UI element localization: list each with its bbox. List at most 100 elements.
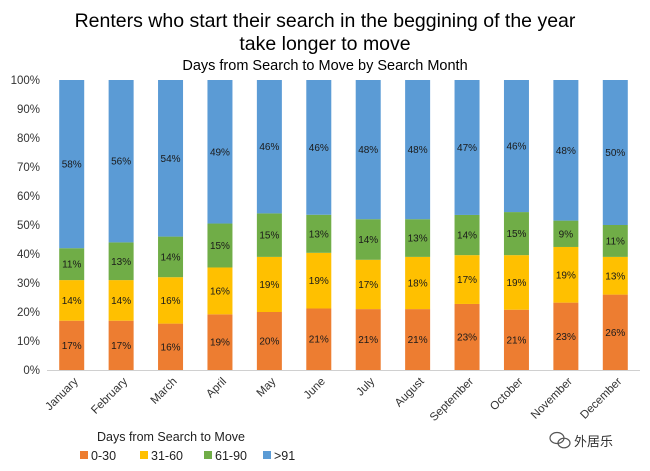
bar-segment [256,312,282,370]
data-label: 19% [259,280,279,291]
bar-segment [59,248,85,281]
bar-segment [207,80,233,224]
bar-segment [59,320,85,370]
bar-segment [503,255,529,310]
data-label: 19% [556,270,576,281]
bar-segment [503,212,529,256]
bar-segment [553,302,579,370]
bar-segment [602,225,628,257]
bar-segment [355,219,381,260]
legend-swatch [140,451,148,459]
data-label: 17% [111,341,131,352]
bar-segment [355,259,381,310]
legend: 0-30 31-60 61-90 >91 [80,449,295,463]
chart-title-line-1: Renters who start their search in the be… [75,10,576,32]
legend-swatch [204,451,212,459]
data-label: 50% [605,148,625,159]
data-label: 15% [259,231,279,242]
x-tick-label: July [354,375,377,398]
bar-stack: 26% 13% 11% 50% [602,80,628,370]
x-tick-label: November [529,376,575,422]
y-tick-label: 90% [17,104,40,116]
data-label: 18% [408,279,428,290]
data-label: 21% [408,335,428,346]
legend-swatch [263,451,271,459]
data-label: 20% [259,337,279,348]
data-label: 48% [556,146,576,157]
bar-segment [306,252,332,309]
legend-swatch [80,451,88,459]
bar-segment [553,80,579,221]
bar-segment [405,219,431,257]
y-tick-label: 70% [17,162,40,174]
bar-segment [355,309,381,370]
bar-stack: 23% 19% 9% 48% [553,80,579,370]
bar-segment [553,246,579,303]
bar-segment [602,256,628,295]
data-label: 14% [111,296,131,307]
data-label: 13% [605,271,625,282]
wechat-icon [549,431,571,449]
x-tick-label: October [488,376,526,414]
legend-item: 31-60 [140,449,183,463]
bar-segment [405,256,431,310]
data-label: 54% [161,154,181,165]
bar-stack: 17% 14% 11% 58% [59,80,85,370]
bar-segment [158,323,184,370]
bar-stack: 23% 17% 14% 47% [454,80,480,370]
x-tick-label: August [393,375,427,409]
bar-segment [256,80,282,214]
x-axis: January February March April May June July Augu… [43,370,640,424]
data-label: 17% [358,280,378,291]
bar-stack: 21% 19% 15% 46% [503,80,529,370]
data-label: 9% [559,229,574,240]
data-label: 16% [161,296,181,307]
chart-title-line-2: take longer to move [239,33,410,55]
data-label: 13% [408,234,428,245]
data-label: 14% [62,296,82,307]
data-label: 17% [62,341,82,352]
data-label: 15% [506,229,526,240]
x-tick-label: May [255,375,279,399]
bar-segment [306,214,332,253]
legend-label: 61-90 [215,449,247,463]
legend-title: Days from Search to Move [97,430,245,444]
x-tick-label: March [149,376,180,407]
bars: 17%14%11%58%17%14%13%56%16%16%14%54%19%1… [59,80,628,370]
data-label: 58% [62,160,82,171]
bar-segment [454,214,480,256]
bar-segment [602,294,628,370]
legend-item: 0-30 [80,449,116,463]
bar-segment [158,80,184,237]
bar-segment [355,80,381,220]
x-tick-label: September [428,376,476,424]
bar-segment [503,309,529,370]
y-tick-label: 30% [17,278,40,290]
bar-segment [454,80,480,215]
bar-segment [503,80,529,213]
data-label: 46% [506,142,526,153]
data-label: 19% [210,338,230,349]
data-label: 48% [358,145,378,156]
data-label: 19% [309,276,329,287]
data-label: 49% [210,147,230,158]
data-label: 21% [358,335,378,346]
bar-stack: 19% 16% 15% 49% [207,80,233,370]
bar-segment [207,223,233,268]
data-label: 17% [457,275,477,286]
y-tick-label: 60% [17,191,40,203]
legend-label: 0-30 [91,449,116,463]
data-label: 11% [606,236,625,247]
bar-segment [59,280,85,321]
bar-segment [158,236,184,278]
y-tick-label: 80% [17,133,40,145]
legend-item: 61-90 [204,449,247,463]
data-label: 19% [506,278,526,289]
y-tick-label: 50% [17,220,40,232]
bar-segment [59,80,85,249]
bar-segment [306,308,332,370]
y-tick-label: 0% [23,365,40,377]
data-label: 14% [457,231,477,242]
bar-segment [405,80,431,220]
